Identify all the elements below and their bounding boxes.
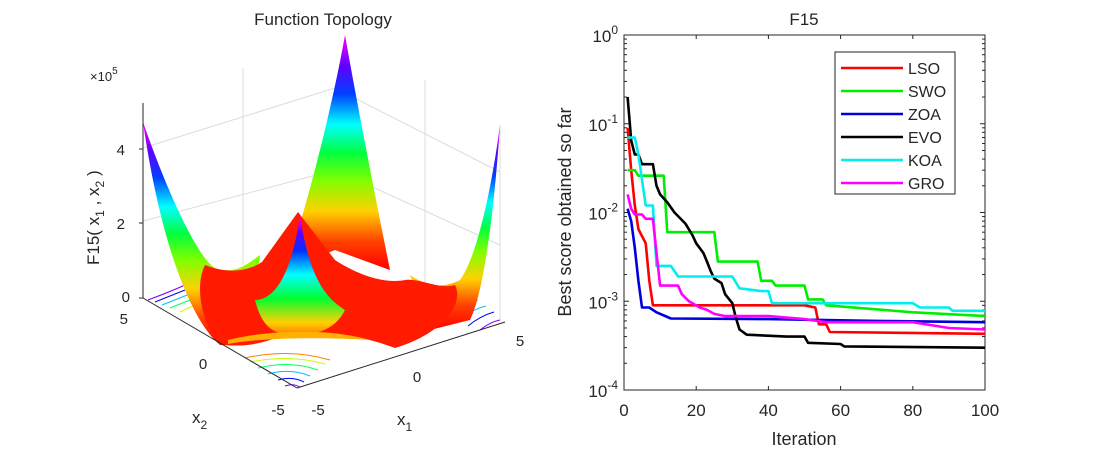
y-tick-label: 0 [199,356,207,373]
legend-label: SWO [908,84,946,101]
legend-item-koa[interactable]: KOA [841,153,942,170]
y-tick-labels: 100 10-1 10-2 10-3 10-4 [588,23,618,401]
convergence-title: F15 [789,10,818,29]
surface-front-valley [255,215,345,335]
surface-mesh [143,35,500,348]
y-tick-label: 5 [120,311,128,328]
legend-label: LSO [908,61,940,78]
series-line-lso [626,127,985,336]
y-tick-label: 10-3 [588,289,618,312]
convergence-plot: F15 0 20 40 60 80 100 100 10-1 10-2 10-3 10-4 Ite… [555,10,999,449]
surface-plot: Function Topology [84,10,524,434]
x-tick-labels: 0 20 40 60 80 100 [619,401,999,420]
legend-item-gro[interactable]: GRO [841,176,944,193]
x-tick-label: 0 [619,401,628,420]
x-axis-label: x1 [397,410,413,434]
y-tick-label: 10-1 [588,112,618,135]
series-line-evo [626,96,985,349]
axes-3d [139,103,506,389]
legend-box [834,51,956,195]
x-tick-label: 100 [971,401,999,420]
surface-title: Function Topology [254,10,392,29]
legend-label: KOA [908,153,942,170]
y-tick-label: -5 [271,402,284,419]
y-tick-label: 10-4 [588,378,618,401]
surface-front-base [228,331,370,344]
legend-label: EVO [908,130,942,147]
x-tick-label: 80 [903,401,922,420]
legend-item-lso[interactable]: LSO [841,61,940,78]
legend-item-zoa[interactable]: ZOA [841,107,941,124]
z-axis-label: F15( x1 , x2 ) [84,170,107,265]
y-tick-label: 10-2 [588,201,618,224]
z-tick-label: 4 [117,142,125,159]
surface-back-peak [285,35,390,270]
legend-item-evo[interactable]: EVO [841,130,942,147]
x-tick-label: 60 [831,401,850,420]
legend-label: ZOA [908,107,941,124]
legend-item-swo[interactable]: SWO [841,84,946,101]
series-line-gro [626,194,985,331]
x-tick-label: 0 [413,369,421,386]
z-tick-label: 0 [122,289,130,306]
y-tick-label: 100 [592,23,618,46]
surface-right-lobe [410,125,500,330]
x-tick-label: -5 [311,402,324,419]
x-tick-label: 5 [516,333,524,350]
series-line-koa [627,136,985,313]
legend[interactable]: LSO SWO ZOA EVO KOA GRO [834,51,956,195]
x-axis-label: Iteration [771,429,836,449]
z-multiplier: ×105 [90,66,118,84]
y-axis-label: Best score obtained so far [555,107,575,316]
series-group [626,96,985,349]
z-tick-label: 2 [117,216,125,233]
y-axis-label: x2 [192,408,208,432]
legend-label: GRO [908,176,944,193]
x-tick-label: 20 [687,401,706,420]
x-tick-label: 40 [759,401,778,420]
